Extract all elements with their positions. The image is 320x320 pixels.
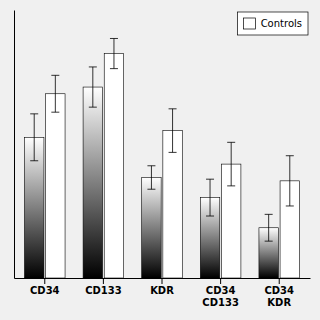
error-bar-stem <box>172 109 173 153</box>
x-tick-label: CD34CD133 <box>202 285 239 308</box>
x-tick-mark <box>162 278 163 284</box>
error-bar-cap <box>206 179 214 180</box>
y-axis <box>14 11 15 279</box>
error-bar-stem <box>210 179 211 216</box>
error-bar <box>206 179 214 216</box>
error-bar-cap <box>169 108 177 109</box>
error-bar-cap <box>51 112 59 113</box>
error-bar <box>147 166 155 189</box>
error-bar-cap <box>286 155 294 156</box>
error-bar-cap <box>147 189 155 190</box>
error-bar-cap <box>227 142 235 143</box>
x-tick-mark <box>279 278 280 284</box>
chart: CD34CD133KDRCD34CD133CD34KDRControls <box>0 0 320 320</box>
error-bar-stem <box>289 156 290 206</box>
y-axis-line <box>14 11 15 279</box>
x-tick-label: KDR <box>150 285 174 296</box>
error-bar-cap <box>30 160 38 161</box>
series <box>46 38 300 278</box>
error-bar-cap <box>110 38 118 39</box>
legend-label: Controls <box>261 18 302 29</box>
error-bar-cap <box>147 165 155 166</box>
error-bar-stem <box>55 75 56 112</box>
error-bar-cap <box>265 241 273 242</box>
x-tick-label: CD133 <box>85 285 122 296</box>
error-bar-stem <box>231 142 232 186</box>
x-tick-label: CD34KDR <box>264 285 294 308</box>
bar <box>142 178 161 279</box>
error-bar-stem <box>34 114 35 161</box>
error-bar-cap <box>110 68 118 69</box>
x-tick: CD133 <box>85 278 122 296</box>
x-tick: CD34CD133 <box>202 278 239 308</box>
error-bar-cap <box>206 216 214 217</box>
error-bar-cap <box>89 66 97 67</box>
x-tick-mark <box>44 278 45 284</box>
error-bar <box>51 75 59 112</box>
error-bar-cap <box>169 152 177 153</box>
error-bar <box>286 156 294 206</box>
series <box>24 67 278 278</box>
error-bar <box>265 214 273 241</box>
error-bar <box>110 38 118 68</box>
error-bar-cap <box>286 205 294 206</box>
error-bar-stem <box>268 214 269 241</box>
x-tick-mark <box>220 278 221 284</box>
error-bar-cap <box>227 185 235 186</box>
legend-item: Controls <box>244 18 302 29</box>
error-bar-stem <box>151 166 152 189</box>
error-bar <box>89 67 97 107</box>
legend: Controls <box>238 12 308 35</box>
error-bar-cap <box>51 75 59 76</box>
bar <box>104 54 123 278</box>
x-tick: CD34KDR <box>264 278 294 308</box>
legend-frame <box>238 12 308 35</box>
legend-swatch <box>244 18 256 29</box>
x-tick-mark <box>103 278 104 284</box>
error-bar <box>227 142 235 186</box>
x-axis: CD34CD133KDRCD34CD133CD34KDR <box>15 278 311 308</box>
bar <box>163 131 182 278</box>
error-bar-stem <box>113 38 114 68</box>
error-bar-cap <box>30 113 38 114</box>
x-tick-label: CD34 <box>30 285 60 296</box>
bar <box>46 94 65 278</box>
error-bar-cap <box>89 107 97 108</box>
marks <box>24 38 299 278</box>
error-bar <box>30 114 38 161</box>
error-bar-stem <box>92 67 93 107</box>
error-bar-cap <box>265 214 273 215</box>
bar <box>83 87 102 278</box>
x-tick: CD34 <box>30 278 60 296</box>
plot: CD34CD133KDRCD34CD133CD34KDRControls <box>15 11 311 308</box>
x-tick: KDR <box>150 278 174 296</box>
error-bar <box>169 109 177 153</box>
